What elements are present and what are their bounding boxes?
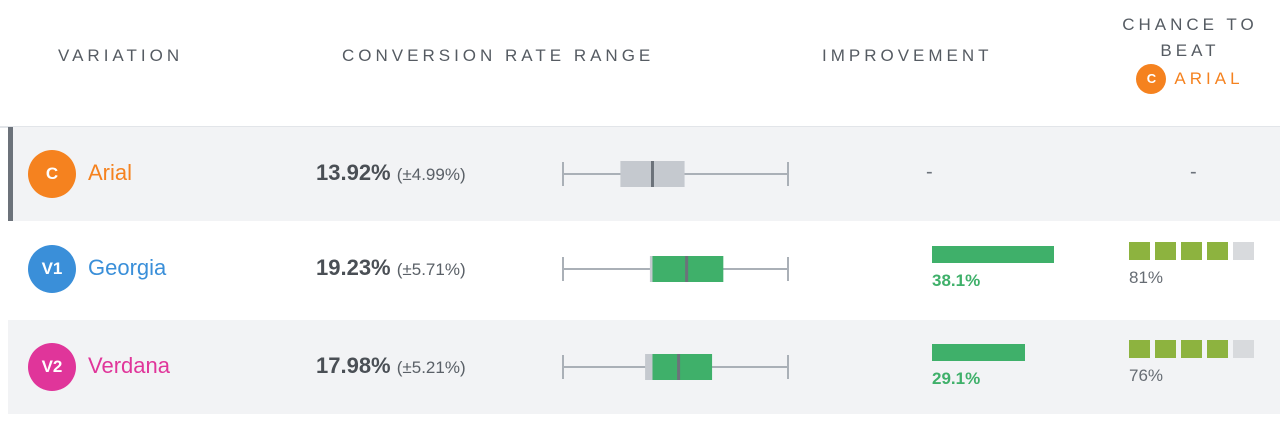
conversion-rate-value: 13.92% — [316, 160, 391, 185]
chance-meter-segment — [1155, 242, 1176, 260]
chance-header-baseline: C ARIAL — [1136, 64, 1243, 94]
chance-meter-segment — [1155, 340, 1176, 358]
variation-name[interactable]: Georgia — [88, 255, 167, 280]
conversion-rate-margin: (±5.21%) — [396, 358, 466, 377]
improvement-bar — [932, 246, 1054, 263]
chance-meter — [1129, 242, 1254, 260]
variation-name[interactable]: Arial — [88, 160, 133, 185]
chance-meter-segment — [1181, 242, 1202, 260]
variation-name[interactable]: Verdana — [88, 353, 170, 378]
chance-meter-segment — [1233, 340, 1254, 358]
conversion-rate: 17.98% (±5.21%) — [316, 353, 466, 379]
range-interval-box-below-control — [649, 256, 653, 282]
range-box-plot — [562, 354, 789, 380]
chance-header-line2: BEAT — [1160, 41, 1220, 60]
range-box-plot — [562, 161, 789, 187]
improvement-bar — [932, 344, 1026, 361]
chance-meter — [1129, 340, 1254, 358]
conversion-rate: 13.92% (±4.99%) — [316, 160, 466, 186]
baseline-name: ARIAL — [1174, 69, 1244, 88]
improvement-value: 29.1% — [932, 369, 981, 388]
chance-value: 76% — [1129, 366, 1164, 385]
variation-badge: C — [28, 150, 76, 198]
conversion-rate-value: 19.23% — [316, 255, 391, 280]
table-header: VARIATION CONVERSION RATE RANGE IMPROVEM… — [0, 0, 1280, 128]
table-row-control[interactable]: C Arial 13.92% (±4.99%) - - — [8, 127, 1280, 221]
conversion-rate-value: 17.98% — [316, 353, 391, 378]
chance-header-line1: CHANCE TO — [1122, 15, 1258, 34]
chance-meter-segment — [1181, 340, 1202, 358]
improvement-value: - — [926, 161, 933, 183]
chance-to-beat-column-header: CHANCE TO BEAT C ARIAL — [1100, 12, 1280, 94]
range-interval-box-below-control — [645, 354, 653, 380]
chance-value: 81% — [1129, 268, 1164, 287]
table-row-v1[interactable]: V1 Georgia 19.23% (±5.71%) 38.1% 81% — [8, 222, 1280, 316]
chance-meter-segment — [1129, 340, 1150, 358]
improvement-value: 38.1% — [932, 271, 981, 290]
variation-badge: V2 — [28, 343, 76, 391]
conversion-rate-range-column-header: CONVERSION RATE RANGE — [342, 46, 655, 65]
variation-column-header: VARIATION — [58, 46, 184, 65]
conversion-rate-margin: (±4.99%) — [396, 165, 466, 184]
range-box-plot — [562, 256, 789, 282]
selected-row-indicator — [8, 127, 13, 221]
chance-meter-segment — [1129, 242, 1150, 260]
range-interval-box-above-control — [652, 354, 713, 380]
table-row-v2[interactable]: V2 Verdana 17.98% (±5.21%) 29.1% 76% — [8, 320, 1280, 414]
conversion-rate-margin: (±5.71%) — [396, 260, 466, 279]
variation-badge: V1 — [28, 245, 76, 293]
conversion-rate: 19.23% (±5.71%) — [316, 255, 466, 281]
chance-meter-segment — [1207, 340, 1228, 358]
improvement-column-header: IMPROVEMENT — [822, 46, 993, 65]
chance-meter-segment — [1207, 242, 1228, 260]
chance-meter-segment — [1233, 242, 1254, 260]
chance-value: - — [1190, 161, 1197, 183]
baseline-badge: C — [1136, 64, 1167, 94]
